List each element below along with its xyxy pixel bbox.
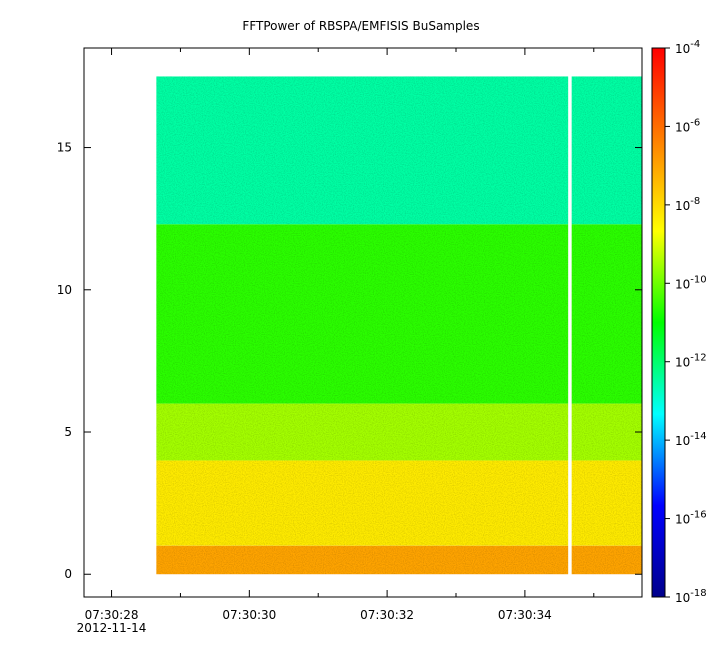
colorbar-tick-exponent-1: -6 [690,117,700,128]
colorbar-gradient [651,47,666,598]
colorbar-tick-exponent-7: -18 [690,588,706,599]
colorbar-tick-exponent-0: -4 [690,39,700,50]
colorbar-tick-exponent-2: -8 [690,196,700,207]
x-tick-date-label: 2012-11-14 [77,621,147,635]
plot-frame [83,47,643,598]
colorbar-tick-exponent-4: -12 [690,353,706,364]
y-tick-label-1: 5 [64,425,72,439]
colorbar-tick-label-0: 10-4 [675,39,700,56]
colorbar-tick-label-6: 10-16 [675,510,707,527]
spectrogram-band-0 [156,76,643,225]
chart-title: FFTPower of RBSPA/EMFISIS BuSamples [242,19,479,33]
spectrogram-image [156,76,643,575]
x-tick-label-3: 07:30:34 [498,608,552,622]
x-tick-label-0: 07:30:28 [85,608,139,622]
y-tick-label-0: 0 [64,567,72,581]
colorbar-tick-exponent-5: -14 [690,431,706,442]
colorbar-tick-label-4: 10-12 [675,353,707,370]
colorbar-tick-exponent-6: -16 [690,510,706,521]
data-gap [568,75,572,576]
plot-area [156,75,643,576]
x-tick-label-2: 07:30:32 [360,608,414,622]
spectrogram-band-2 [156,403,643,461]
x-tick-label-1: 07:30:30 [222,608,276,622]
colorbar: 10-4 10-6 10-8 10-10 10-12 10-14 10-16 10-18 [651,39,707,605]
spectrogram-band-4 [156,545,643,575]
colorbar-tick-label-1: 10-6 [675,117,700,134]
spectrogram-band-3 [156,460,643,546]
colorbar-tick-label-7: 10-18 [675,588,707,605]
colorbar-tick-label-3: 10-10 [675,274,707,291]
spectrogram-band-1 [156,224,643,404]
colorbar-tick-label-5: 10-14 [675,431,707,448]
colorbar-tick-label-2: 10-8 [675,196,700,213]
y-tick-label-3: 15 [57,141,72,155]
y-tick-label-2: 10 [57,283,72,297]
colorbar-tick-exponent-3: -10 [690,274,706,285]
